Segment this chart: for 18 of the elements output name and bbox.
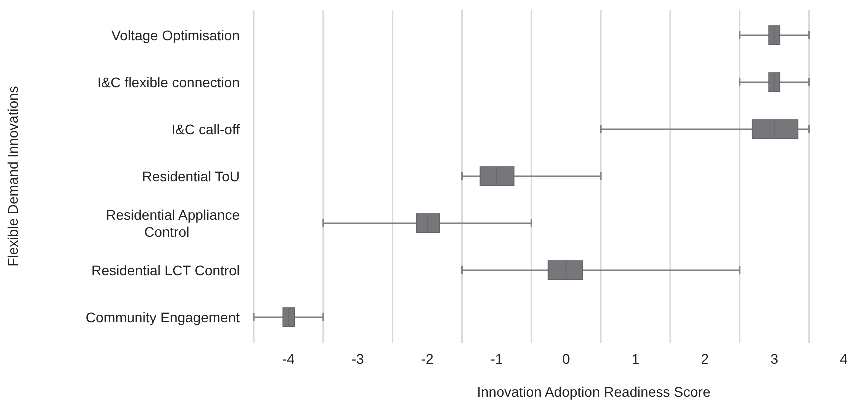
x-tick-label: 3 [770, 351, 779, 367]
x-tick-label: -3 [352, 351, 365, 367]
x-tick-label: -4 [282, 351, 296, 367]
x-tick-label: 2 [701, 351, 710, 367]
y-tick-label: Residential ToU [142, 168, 240, 184]
y-tick-label: I&C call-off [172, 122, 240, 138]
x-axis-title: Innovation Adoption Readiness Score [477, 384, 711, 400]
x-tick-label: -1 [490, 351, 504, 367]
x-tick-label: -2 [421, 351, 434, 367]
y-tick-label: Residential Appliance Control [106, 207, 240, 240]
y-tick-label: Voltage Optimisation [112, 28, 240, 44]
x-tick-label: 0 [562, 351, 570, 367]
x-tick-label: 4 [840, 351, 848, 367]
y-tick-label: Community Engagement [86, 310, 240, 326]
y-axis-title: Flexible Demand Innovations [5, 86, 21, 267]
y-tick-label: Residential LCT Control [92, 262, 240, 278]
y-tick-label: I&C flexible connection [98, 74, 240, 90]
x-tick-label: 1 [632, 351, 640, 367]
